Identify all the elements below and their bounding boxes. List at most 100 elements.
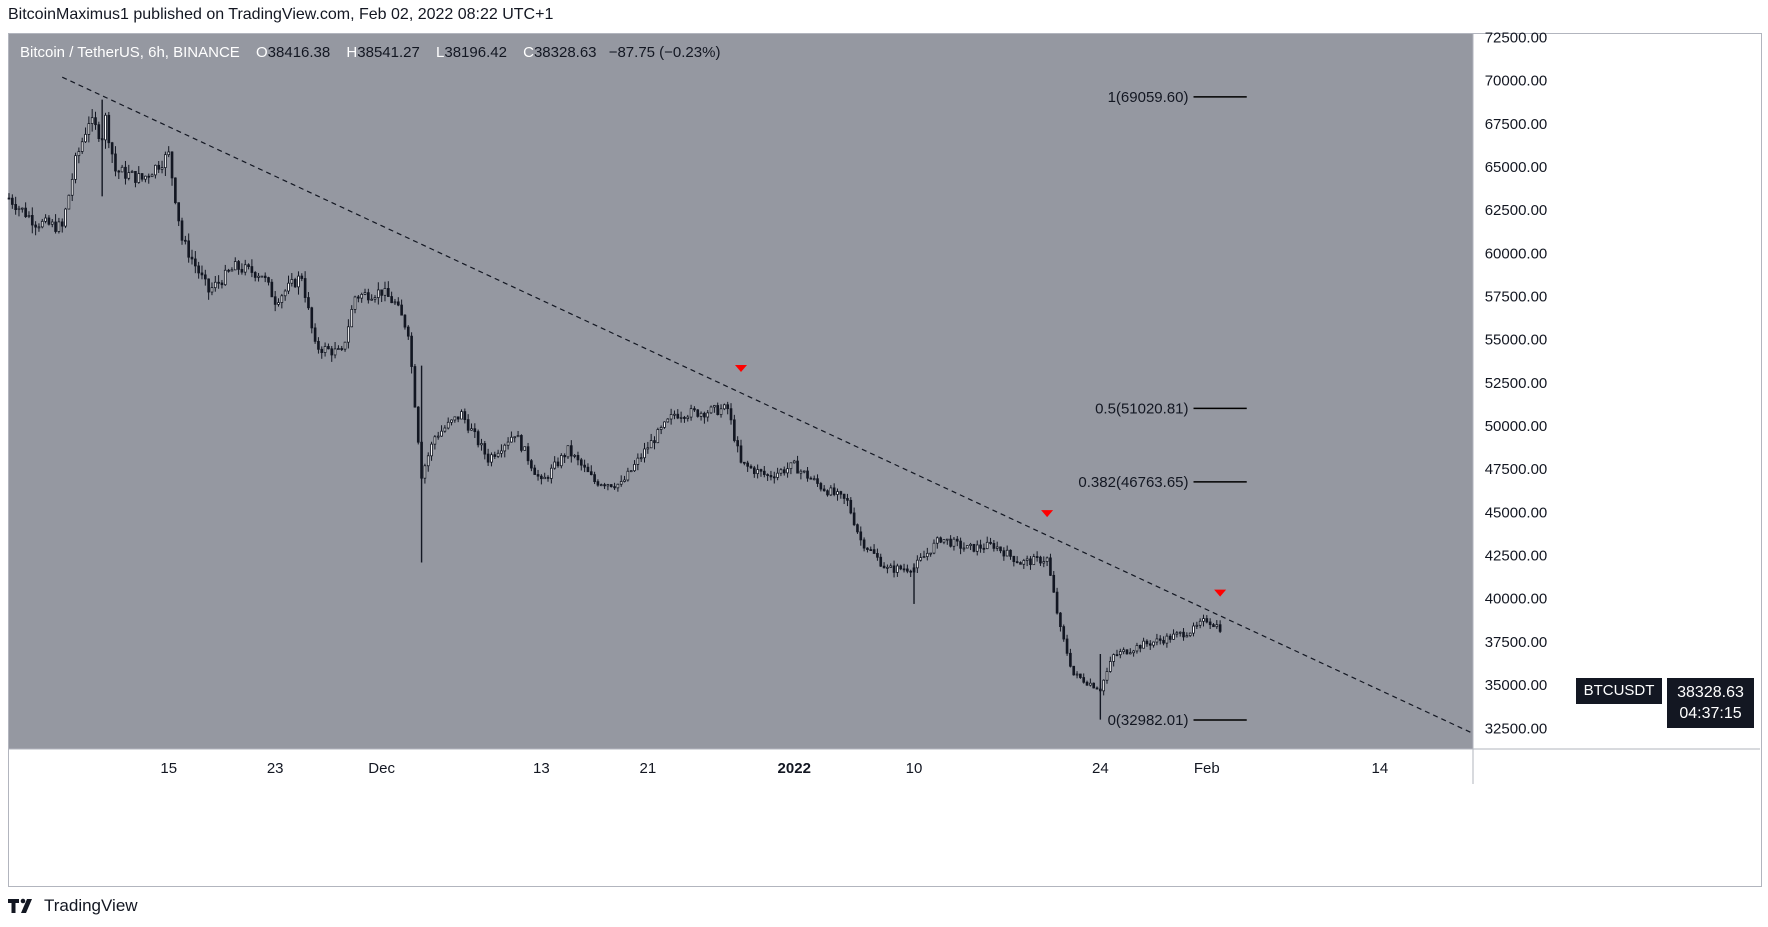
candle-body — [124, 166, 127, 179]
candle-body — [147, 175, 151, 178]
candle-body — [1198, 620, 1202, 626]
candle-body — [752, 467, 756, 475]
candle-body — [340, 348, 344, 350]
candle-body — [453, 416, 457, 421]
candle-body — [486, 453, 490, 463]
legend-low-value: 38196.42 — [444, 44, 507, 61]
candle-body — [832, 487, 836, 495]
candle-body — [772, 476, 776, 479]
candle-body — [1172, 633, 1175, 640]
candle-body — [1015, 561, 1019, 564]
candle-body — [766, 474, 769, 476]
candle-body — [353, 296, 357, 310]
candle-body — [1105, 671, 1109, 681]
candle-body — [300, 275, 304, 279]
candle-body — [663, 421, 666, 428]
candle-body — [1178, 631, 1182, 634]
candle-body — [104, 114, 107, 141]
candle-body — [1035, 556, 1039, 558]
candle-body — [949, 538, 952, 547]
candle-body — [260, 275, 264, 278]
price-axis-area — [1473, 34, 1760, 784]
candle-body — [1029, 558, 1032, 566]
currency-badge[interactable]: USDT — [1688, 40, 1734, 64]
candle-body — [1005, 549, 1009, 557]
candle-body — [34, 224, 37, 228]
candle-body — [194, 258, 197, 267]
candle-body — [1102, 679, 1105, 692]
candle-body — [403, 314, 407, 328]
candle-body — [490, 454, 493, 463]
candle-body — [649, 440, 653, 449]
candle-body — [729, 408, 733, 421]
candle-body — [233, 261, 237, 271]
candle-body — [593, 474, 596, 483]
candle-body — [343, 341, 347, 350]
candle-body — [579, 459, 583, 466]
candle-body — [1218, 624, 1222, 632]
candle-body — [995, 546, 999, 549]
candle-body — [30, 215, 34, 226]
candle-body — [157, 164, 161, 170]
candle-body — [856, 524, 859, 533]
candle-body — [11, 197, 14, 205]
candle-body — [250, 266, 254, 273]
candle-body — [926, 552, 929, 557]
candle-body — [779, 469, 783, 474]
candle-body — [596, 481, 600, 486]
x-tick-label: 21 — [639, 760, 656, 777]
ohlc-legend: Bitcoin / TetherUS, 6h, BINANCE O38416.3… — [20, 44, 720, 61]
candle-body — [819, 483, 823, 490]
candle-body — [786, 468, 789, 474]
candle-body — [1195, 624, 1199, 627]
y-tick-label: 32500.00 — [1485, 720, 1548, 737]
candle-body — [203, 274, 207, 280]
candle-body — [669, 414, 673, 420]
candle-body — [816, 478, 819, 484]
candle-body — [223, 269, 227, 286]
candle-body — [616, 483, 620, 489]
y-tick-label: 42500.00 — [1485, 548, 1548, 565]
footer[interactable]: TradingView — [8, 896, 138, 916]
candle-body — [789, 462, 793, 470]
x-tick-label: 24 — [1092, 760, 1109, 777]
candle-body — [563, 455, 566, 458]
candle-body — [50, 221, 54, 225]
candle-body — [27, 215, 31, 218]
candle-body — [866, 547, 869, 550]
candle-body — [303, 278, 307, 298]
candle-body — [1092, 682, 1096, 689]
candle-body — [460, 411, 463, 420]
candle-body — [776, 472, 779, 478]
candle-body — [583, 464, 586, 468]
candle-body — [703, 412, 706, 418]
candle-body — [1025, 558, 1029, 561]
candle-body — [886, 566, 889, 569]
candle-body — [736, 440, 739, 447]
candle-body — [446, 421, 450, 429]
candle-body — [896, 565, 899, 573]
candle-body — [1162, 639, 1165, 644]
candle-body — [1115, 654, 1119, 656]
candle-body — [1118, 651, 1122, 656]
candle-body — [882, 565, 886, 569]
candle-body — [1042, 561, 1046, 564]
candle-body — [1082, 677, 1086, 683]
candle-body — [999, 546, 1002, 552]
candle-body — [466, 419, 470, 431]
candle-body — [127, 172, 131, 179]
candle-body — [939, 537, 942, 543]
candle-body — [1085, 681, 1089, 686]
candle-body — [965, 545, 969, 549]
candle-body — [273, 296, 277, 305]
candle-body — [333, 348, 337, 356]
candle-body — [70, 178, 74, 196]
candle-body — [992, 543, 996, 549]
candle-body — [120, 166, 124, 173]
candle-body — [377, 289, 380, 298]
legend-low-label: L — [436, 44, 445, 61]
candle-body — [290, 279, 294, 284]
candle-body — [1072, 665, 1076, 676]
candle-body — [360, 293, 364, 299]
